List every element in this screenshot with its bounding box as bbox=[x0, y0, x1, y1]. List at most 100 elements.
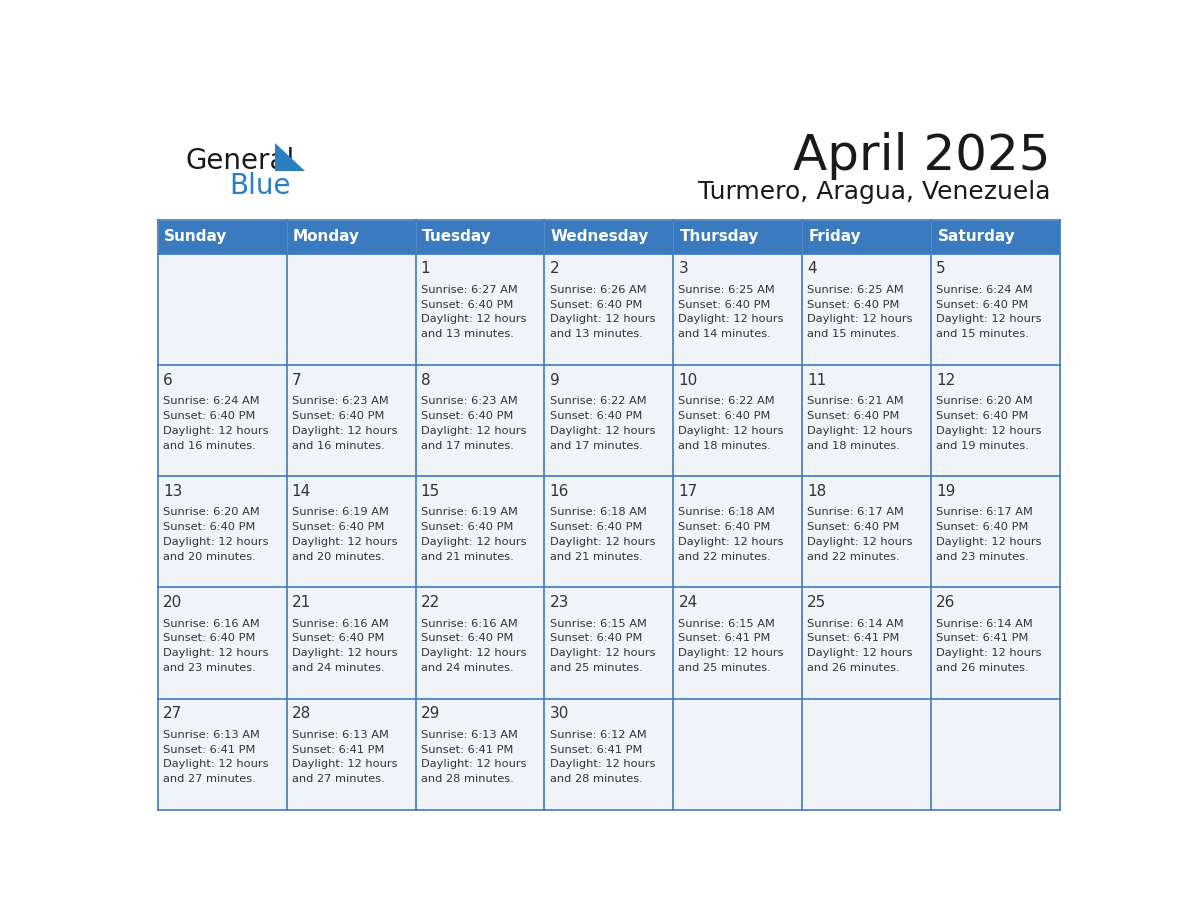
Text: 5: 5 bbox=[936, 262, 946, 276]
Text: Sunrise: 6:26 AM: Sunrise: 6:26 AM bbox=[550, 285, 646, 295]
Text: and 20 minutes.: and 20 minutes. bbox=[292, 552, 385, 562]
Text: Daylight: 12 hours: Daylight: 12 hours bbox=[550, 648, 655, 658]
Text: 25: 25 bbox=[808, 595, 827, 610]
Bar bbox=[416, 219, 544, 253]
Text: 28: 28 bbox=[292, 707, 311, 722]
Text: Sunrise: 6:13 AM: Sunrise: 6:13 AM bbox=[163, 730, 260, 740]
Text: Sunset: 6:41 PM: Sunset: 6:41 PM bbox=[678, 633, 771, 644]
Text: Sunrise: 6:18 AM: Sunrise: 6:18 AM bbox=[550, 508, 646, 517]
Text: 26: 26 bbox=[936, 595, 955, 610]
Text: 11: 11 bbox=[808, 373, 827, 387]
Text: Friday: Friday bbox=[809, 230, 861, 244]
Text: 29: 29 bbox=[421, 707, 440, 722]
Text: and 27 minutes.: and 27 minutes. bbox=[292, 775, 385, 784]
Text: Sunrise: 6:17 AM: Sunrise: 6:17 AM bbox=[936, 508, 1034, 517]
Text: Sunrise: 6:13 AM: Sunrise: 6:13 AM bbox=[421, 730, 518, 740]
Text: Daylight: 12 hours: Daylight: 12 hours bbox=[936, 648, 1042, 658]
Text: Sunrise: 6:27 AM: Sunrise: 6:27 AM bbox=[421, 285, 518, 295]
Bar bbox=[416, 253, 544, 365]
Bar bbox=[931, 699, 1060, 810]
Text: and 16 minutes.: and 16 minutes. bbox=[292, 441, 385, 451]
Text: and 18 minutes.: and 18 minutes. bbox=[808, 441, 901, 451]
Text: 14: 14 bbox=[292, 484, 311, 499]
Text: and 23 minutes.: and 23 minutes. bbox=[163, 663, 255, 673]
Text: Sunrise: 6:12 AM: Sunrise: 6:12 AM bbox=[550, 730, 646, 740]
Text: Daylight: 12 hours: Daylight: 12 hours bbox=[163, 426, 268, 436]
Text: Sunset: 6:41 PM: Sunset: 6:41 PM bbox=[163, 744, 255, 755]
Text: Sunset: 6:40 PM: Sunset: 6:40 PM bbox=[550, 299, 642, 309]
Bar bbox=[544, 476, 674, 588]
Bar bbox=[544, 588, 674, 699]
Text: Sunrise: 6:16 AM: Sunrise: 6:16 AM bbox=[421, 619, 518, 629]
Text: and 14 minutes.: and 14 minutes. bbox=[678, 330, 771, 340]
Bar bbox=[158, 699, 286, 810]
Bar bbox=[674, 365, 802, 476]
Text: 24: 24 bbox=[678, 595, 697, 610]
Text: 23: 23 bbox=[550, 595, 569, 610]
Text: 7: 7 bbox=[292, 373, 302, 387]
Text: Sunset: 6:41 PM: Sunset: 6:41 PM bbox=[808, 633, 899, 644]
Text: 6: 6 bbox=[163, 373, 172, 387]
Text: and 19 minutes.: and 19 minutes. bbox=[936, 441, 1029, 451]
Bar bbox=[802, 699, 931, 810]
Bar bbox=[416, 476, 544, 588]
Text: Sunset: 6:40 PM: Sunset: 6:40 PM bbox=[550, 633, 642, 644]
Text: 17: 17 bbox=[678, 484, 697, 499]
Bar bbox=[802, 476, 931, 588]
Text: and 25 minutes.: and 25 minutes. bbox=[678, 663, 771, 673]
Text: and 24 minutes.: and 24 minutes. bbox=[292, 663, 385, 673]
Bar bbox=[674, 476, 802, 588]
Bar bbox=[158, 253, 286, 365]
Text: and 26 minutes.: and 26 minutes. bbox=[808, 663, 901, 673]
Text: Sunset: 6:40 PM: Sunset: 6:40 PM bbox=[163, 411, 255, 420]
Text: Blue: Blue bbox=[229, 172, 291, 200]
Text: Sunrise: 6:14 AM: Sunrise: 6:14 AM bbox=[808, 619, 904, 629]
Text: Thursday: Thursday bbox=[680, 230, 759, 244]
Text: Sunrise: 6:21 AM: Sunrise: 6:21 AM bbox=[808, 396, 904, 406]
Text: 12: 12 bbox=[936, 373, 955, 387]
Text: Sunrise: 6:16 AM: Sunrise: 6:16 AM bbox=[163, 619, 260, 629]
Bar bbox=[931, 253, 1060, 365]
Text: Sunrise: 6:22 AM: Sunrise: 6:22 AM bbox=[678, 396, 775, 406]
Text: Daylight: 12 hours: Daylight: 12 hours bbox=[678, 426, 784, 436]
Text: 8: 8 bbox=[421, 373, 430, 387]
Text: and 28 minutes.: and 28 minutes. bbox=[550, 775, 643, 784]
Bar bbox=[158, 588, 286, 699]
Text: Sunrise: 6:15 AM: Sunrise: 6:15 AM bbox=[550, 619, 646, 629]
Text: 21: 21 bbox=[292, 595, 311, 610]
Text: Daylight: 12 hours: Daylight: 12 hours bbox=[163, 759, 268, 769]
Text: Sunset: 6:40 PM: Sunset: 6:40 PM bbox=[936, 411, 1029, 420]
Text: 18: 18 bbox=[808, 484, 827, 499]
Text: Sunset: 6:40 PM: Sunset: 6:40 PM bbox=[678, 522, 771, 532]
Text: Sunrise: 6:17 AM: Sunrise: 6:17 AM bbox=[808, 508, 904, 517]
Bar bbox=[674, 699, 802, 810]
Text: 15: 15 bbox=[421, 484, 440, 499]
Text: Wednesday: Wednesday bbox=[551, 230, 649, 244]
Text: Sunrise: 6:23 AM: Sunrise: 6:23 AM bbox=[292, 396, 388, 406]
Text: 2: 2 bbox=[550, 262, 560, 276]
Bar bbox=[674, 219, 802, 253]
Text: Sunrise: 6:20 AM: Sunrise: 6:20 AM bbox=[163, 508, 260, 517]
Bar bbox=[544, 699, 674, 810]
Text: Daylight: 12 hours: Daylight: 12 hours bbox=[808, 648, 912, 658]
Bar bbox=[544, 365, 674, 476]
Bar bbox=[931, 588, 1060, 699]
Text: Sunrise: 6:16 AM: Sunrise: 6:16 AM bbox=[292, 619, 388, 629]
Text: 22: 22 bbox=[421, 595, 440, 610]
Text: Sunset: 6:40 PM: Sunset: 6:40 PM bbox=[808, 522, 899, 532]
Text: Sunset: 6:40 PM: Sunset: 6:40 PM bbox=[678, 411, 771, 420]
Text: and 21 minutes.: and 21 minutes. bbox=[550, 552, 643, 562]
Text: Sunrise: 6:18 AM: Sunrise: 6:18 AM bbox=[678, 508, 776, 517]
Text: Sunrise: 6:13 AM: Sunrise: 6:13 AM bbox=[292, 730, 388, 740]
Text: Daylight: 12 hours: Daylight: 12 hours bbox=[421, 537, 526, 547]
Bar bbox=[544, 219, 674, 253]
Text: Sunset: 6:40 PM: Sunset: 6:40 PM bbox=[808, 411, 899, 420]
Text: 1: 1 bbox=[421, 262, 430, 276]
Text: and 17 minutes.: and 17 minutes. bbox=[550, 441, 643, 451]
Text: Sunrise: 6:23 AM: Sunrise: 6:23 AM bbox=[421, 396, 518, 406]
Text: Daylight: 12 hours: Daylight: 12 hours bbox=[936, 537, 1042, 547]
Bar bbox=[286, 219, 416, 253]
Polygon shape bbox=[274, 142, 305, 171]
Text: Sunrise: 6:19 AM: Sunrise: 6:19 AM bbox=[292, 508, 388, 517]
Text: and 17 minutes.: and 17 minutes. bbox=[421, 441, 513, 451]
